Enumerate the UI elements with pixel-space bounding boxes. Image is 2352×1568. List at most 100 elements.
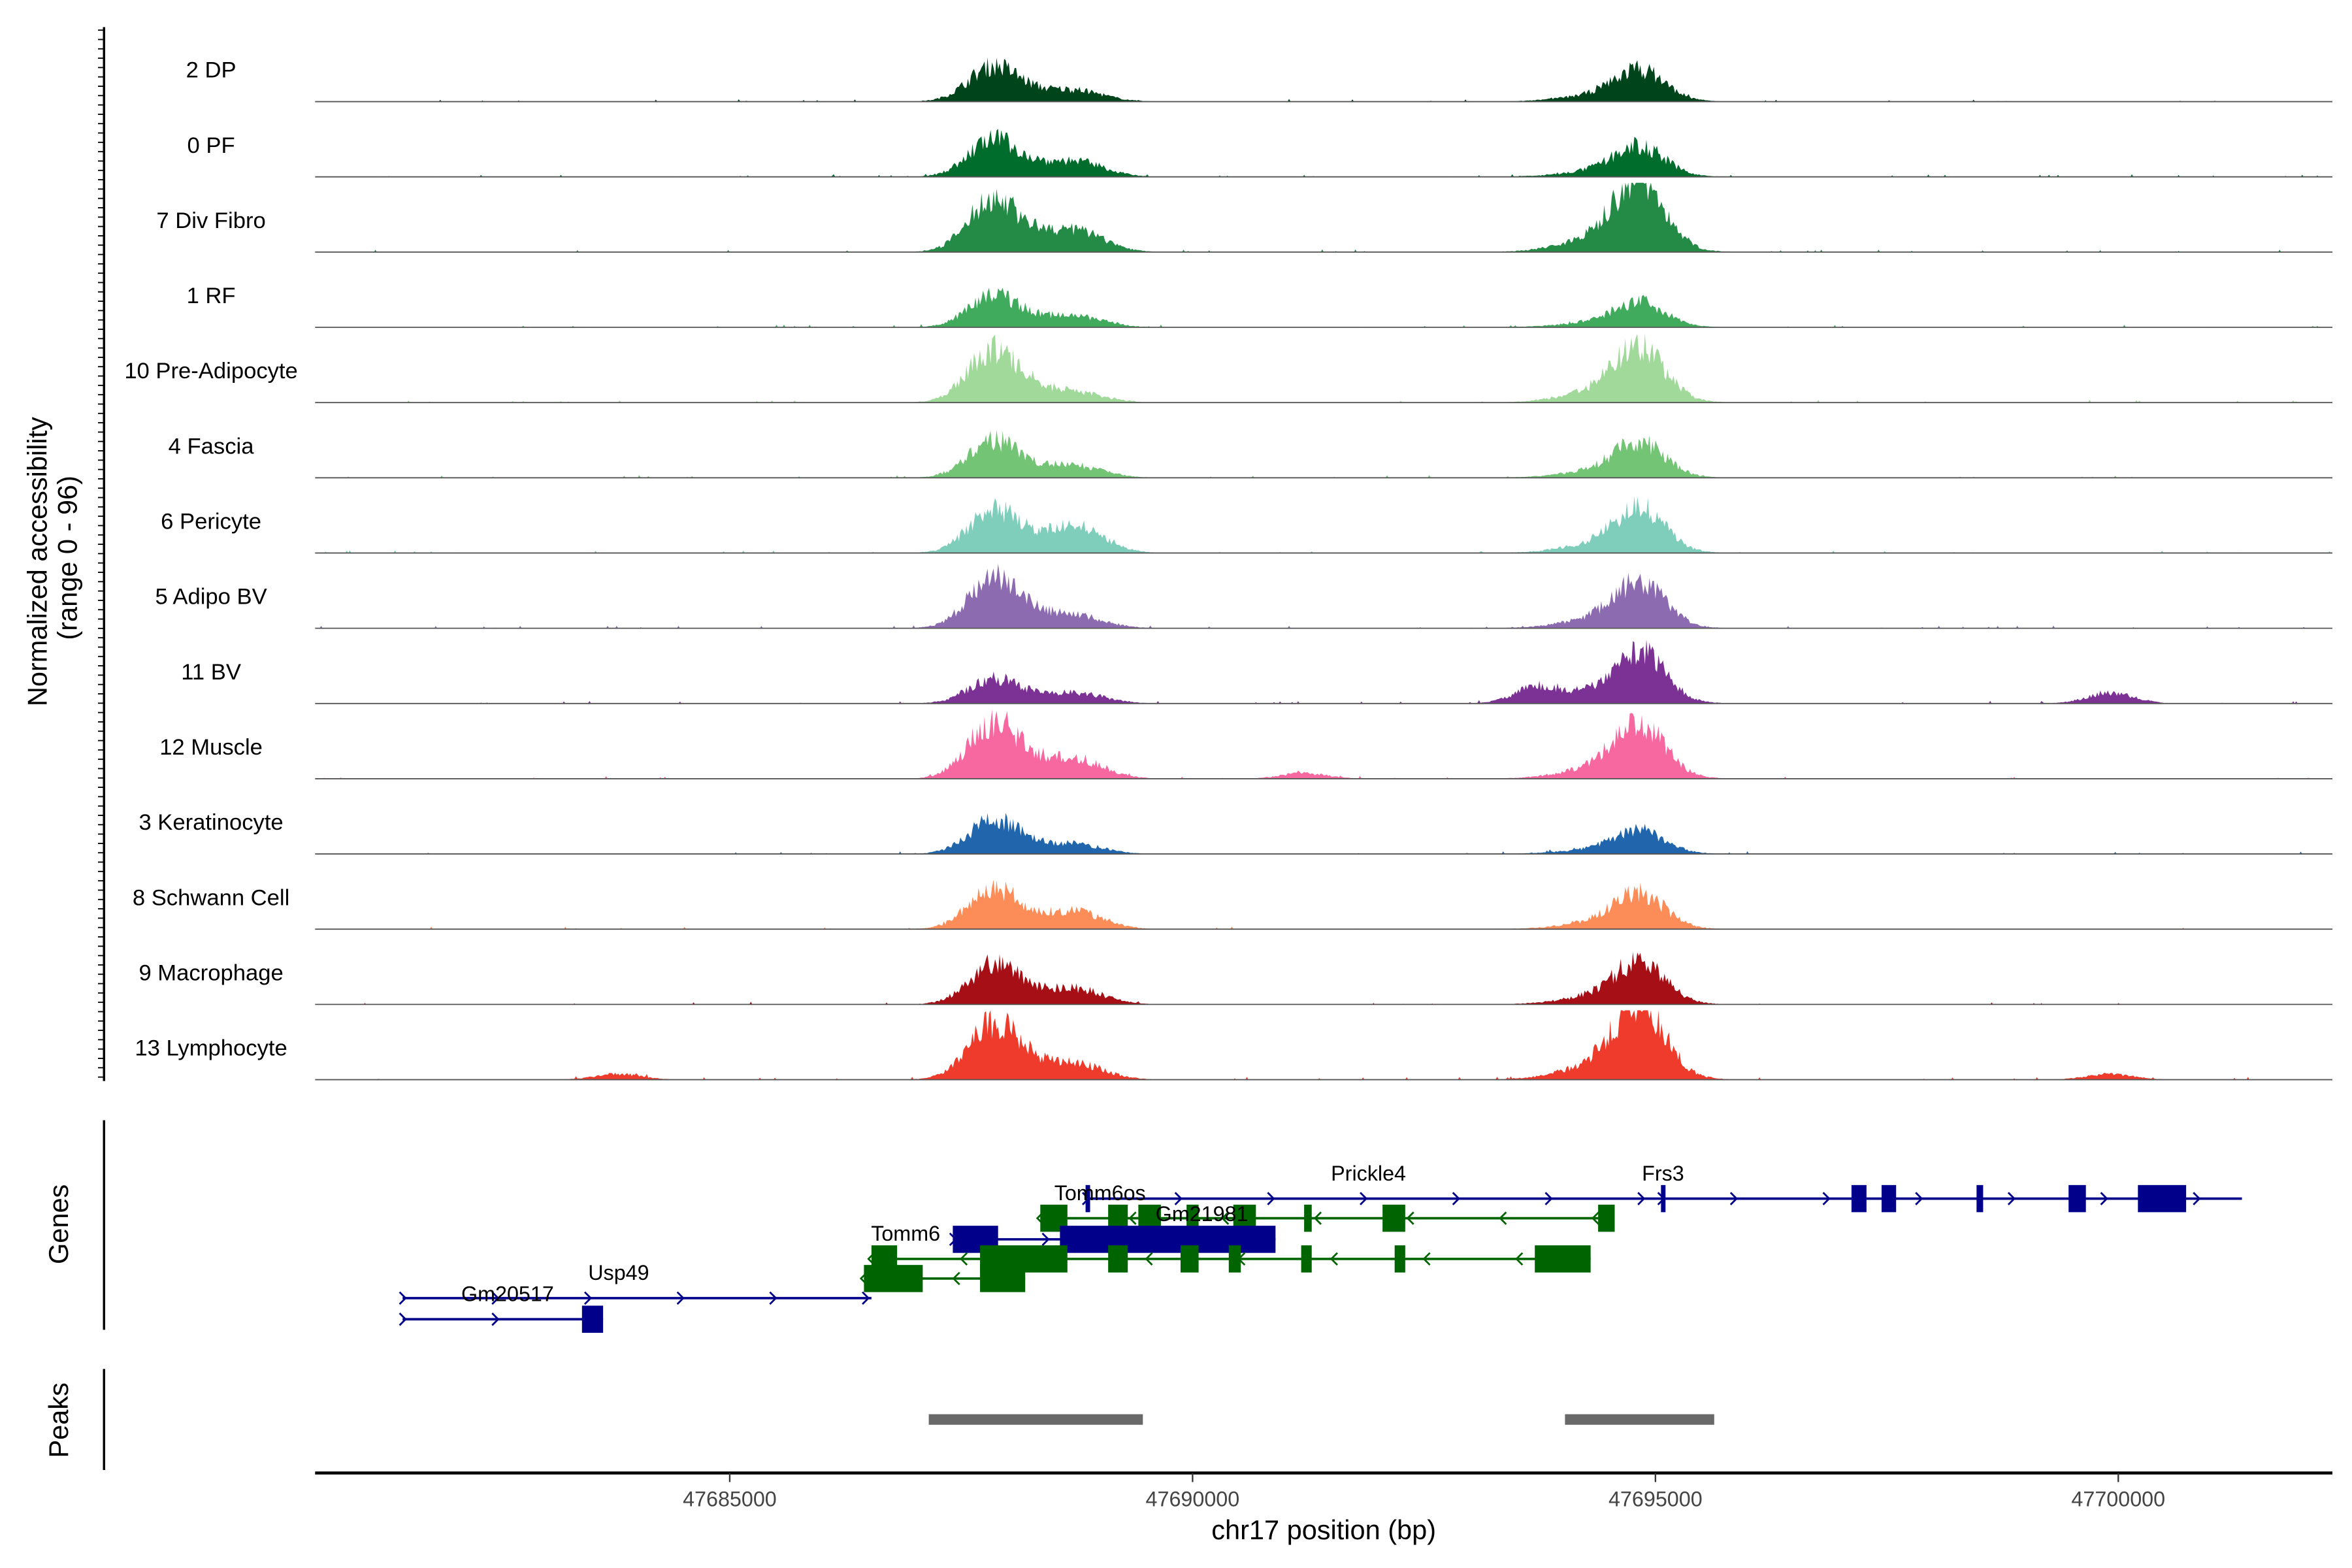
strand-arrow-icon — [1145, 1252, 1153, 1266]
exon — [1060, 1226, 1276, 1253]
strand-arrow-icon — [583, 1291, 593, 1305]
track-4-fascia: 4 Fascia — [169, 429, 2333, 479]
track-label: 10 Pre-Adipocyte — [124, 359, 298, 384]
y-axis-ticks — [98, 29, 105, 1078]
strand-arrow-icon — [1822, 1192, 1831, 1205]
strand-arrow-icon — [1330, 1252, 1338, 1266]
track-label: 0 PF — [188, 133, 235, 158]
gene-label: Gm21981 — [1156, 1202, 1249, 1226]
strand-arrow-icon — [1360, 1192, 1368, 1205]
exon — [581, 1305, 604, 1333]
x-tick-label: 47690000 — [1146, 1487, 1240, 1511]
coverage-area — [315, 333, 2333, 403]
exon — [1301, 1245, 1312, 1273]
gene-annotations: Prickle4 Frs3 Tomm6os Gm21981 Tomm6 Usp49 Gm20… — [399, 1162, 2242, 1333]
track-1-rf: 1 RF — [187, 284, 2333, 328]
track-10-pre-adipocyte: 10 Pre-Adipocyte — [124, 333, 2333, 404]
gene-label: Tomm6os — [1054, 1181, 1146, 1205]
x-tick-label: 47695000 — [1609, 1487, 1703, 1511]
strand-arrow-icon — [1499, 1211, 1507, 1225]
strand-arrow-icon — [491, 1313, 500, 1326]
strand-arrow-icon — [1591, 1211, 1600, 1225]
track-7-div-fibro: 7 Div Fibro — [156, 182, 2333, 253]
strand-arrow-icon — [1452, 1192, 1460, 1205]
coverage-tracks: 2 DP 0 PF 7 Div Fibro 1 RF 10 Pre-Adipocyte 4… — [124, 57, 2333, 1081]
track-label: 9 Macrophage — [139, 960, 283, 985]
track-label: 2 DP — [186, 58, 237, 83]
track-5-adipo-bv: 5 Adipo BV — [155, 563, 2333, 629]
coverage-area — [315, 639, 2333, 704]
coverage-area — [315, 429, 2333, 478]
exon — [980, 1265, 1026, 1292]
track-6-pericyte: 6 Pericyte — [161, 496, 2333, 554]
track-label: 4 Fascia — [169, 434, 255, 459]
track-0-pf: 0 PF — [188, 129, 2333, 178]
track-2-dp: 2 DP — [186, 57, 2333, 103]
track-label: 1 RF — [187, 284, 236, 308]
strand-arrow-icon — [952, 1271, 960, 1286]
coverage-area — [315, 496, 2333, 553]
strand-arrow-icon — [1406, 1211, 1414, 1225]
gene-label: Prickle4 — [1331, 1162, 1406, 1185]
exon — [1976, 1184, 1984, 1213]
x-axis-ticks: 47685000 47690000 47695000 47700000 — [683, 1473, 2165, 1511]
genes-panel-label: Genes — [43, 1184, 74, 1264]
x-tick-label: 47685000 — [683, 1487, 777, 1511]
track-label: 5 Adipo BV — [155, 585, 267, 610]
strand-arrow-icon — [1313, 1211, 1322, 1225]
gene-label: Frs3 — [1642, 1162, 1684, 1185]
gene-gm20517: Gm20517 — [399, 1282, 604, 1333]
strand-arrow-icon — [676, 1291, 685, 1305]
exon — [1180, 1245, 1199, 1273]
gene-label: Tomm6 — [871, 1222, 940, 1245]
track-12-muscle: 12 Muscle — [159, 709, 2333, 779]
track-8-schwann-cell: 8 Schwann Cell — [133, 879, 2333, 930]
peak-regions — [928, 1414, 1714, 1425]
strand-arrow-icon — [959, 1252, 968, 1266]
x-tick-label: 47700000 — [2071, 1487, 2165, 1511]
track-11-bv: 11 BV — [181, 639, 2333, 704]
y-axis-label: Normalized accessibility (range 0 - 96) — [22, 410, 83, 707]
track-9-macrophage: 9 Macrophage — [139, 952, 2333, 1005]
coverage-area — [315, 129, 2333, 177]
track-3-keratinocyte: 3 Keratinocyte — [139, 810, 2333, 855]
track-label: 13 Lymphocyte — [135, 1036, 287, 1061]
strand-arrow-icon — [2193, 1192, 2201, 1205]
exon — [1535, 1245, 1591, 1273]
track-13-lymphocyte: 13 Lymphocyte — [135, 1010, 2333, 1081]
exon — [1394, 1245, 1405, 1273]
gene-tomm6: Tomm6 — [867, 1222, 1591, 1273]
gene-label: Gm20517 — [461, 1282, 554, 1306]
coverage-area — [315, 182, 2333, 252]
exon — [1228, 1245, 1241, 1273]
strand-arrow-icon — [1174, 1192, 1183, 1205]
gene-tomm6os: Tomm6os — [1036, 1181, 1615, 1232]
exon — [1085, 1184, 1090, 1213]
strand-arrow-icon — [1729, 1192, 1739, 1205]
exon — [1304, 1204, 1312, 1232]
strand-arrow-icon — [1221, 1211, 1230, 1225]
strand-arrow-icon — [399, 1291, 407, 1305]
strand-arrow-icon — [1267, 1192, 1275, 1205]
strand-arrow-icon — [2100, 1192, 2108, 1205]
y-axis-label-line1: Normalized accessibility — [22, 417, 53, 706]
exon — [1851, 1184, 1867, 1213]
exon — [1598, 1204, 1615, 1232]
coverage-area — [315, 709, 2333, 779]
exon — [864, 1265, 923, 1292]
gene-label: Usp49 — [588, 1261, 649, 1284]
gene-frs3: Frs3 — [1642, 1162, 1684, 1213]
track-label: 3 Keratinocyte — [139, 810, 283, 835]
coverage-area — [315, 57, 2333, 102]
strand-arrow-icon — [1128, 1211, 1137, 1225]
track-label: 6 Pericyte — [161, 510, 261, 534]
strand-arrow-icon — [1515, 1252, 1524, 1266]
strand-arrow-icon — [1422, 1252, 1431, 1266]
coverage-area — [315, 287, 2333, 327]
exon — [1881, 1184, 1897, 1213]
track-label: 7 Div Fibro — [156, 208, 265, 233]
strand-arrow-icon — [2007, 1192, 2016, 1205]
gene-transcript — [859, 1265, 1026, 1292]
exon — [1382, 1204, 1405, 1232]
